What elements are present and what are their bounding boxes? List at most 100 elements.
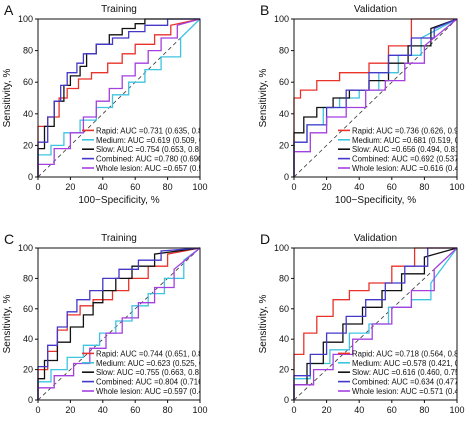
- roc-curve: [37, 247, 201, 400]
- legend-entry: Whole lesion: AUC =0.657 (0.539, 0.776): [96, 164, 238, 173]
- legend-entry: Medium: AUC =0.578 (0.421, 0.723): [352, 359, 474, 368]
- x-tick-label: 60: [387, 182, 397, 192]
- x-tick-label: 40: [354, 405, 364, 415]
- y-tick-label: 0: [284, 395, 289, 405]
- panel-letter: A: [4, 2, 14, 18]
- legend: Rapid: AUC =0.731 (0.635, 0.826)Medium: …: [82, 126, 238, 173]
- x-tick-label: 0: [291, 182, 296, 192]
- legend-entry: Medium: AUC =0.681 (0.519, 0.843): [352, 136, 474, 145]
- y-tick-label: 40: [23, 334, 33, 344]
- roc-curve: [293, 247, 458, 400]
- panel-title: Training: [101, 233, 137, 244]
- legend: Rapid: AUC =0.736 (0.626, 0.900)Medium: …: [338, 126, 474, 173]
- x-tick-label: 60: [130, 405, 140, 415]
- panel-letter: C: [4, 231, 14, 247]
- legend-entry: Whole lesion: AUC =0.597 (0.498, 0.690): [96, 387, 238, 396]
- y-tick-label: 100: [274, 14, 289, 24]
- roc-curve: [293, 247, 457, 400]
- roc-curve: [37, 18, 200, 177]
- x-tick-label: 100: [449, 182, 464, 192]
- y-tick-label: 100: [18, 243, 33, 253]
- y-tick-label: 40: [279, 334, 289, 344]
- panel-letter: B: [260, 2, 269, 18]
- legend-entry: Slow: AUC =0.755 (0.663, 0.832): [96, 368, 211, 377]
- reference-diagonal: [37, 247, 201, 401]
- x-tick-label: 40: [354, 182, 364, 192]
- y-tick-label: 20: [279, 365, 289, 375]
- y-tick-label: 60: [23, 77, 33, 87]
- roc-curve: [37, 18, 201, 177]
- legend-entry: Whole lesion: AUC =0.571 (0.415, 0.71: [352, 387, 474, 396]
- legend-entry: Whole lesion: AUC =0.616 (0.448, 0.: [352, 164, 474, 173]
- y-tick-label: 0: [28, 172, 33, 182]
- y-tick-label: 0: [28, 395, 33, 405]
- y-tick-label: 80: [279, 273, 289, 283]
- x-tick-label: 0: [35, 182, 40, 192]
- x-tick-label: 20: [65, 405, 75, 415]
- y-tick-label: 100: [274, 243, 289, 253]
- legend-entry: Combined: AUC =0.692 (0.537, 0.847): [352, 155, 474, 164]
- x-tick-label: 80: [163, 182, 173, 192]
- reference-diagonal: [293, 247, 458, 401]
- y-axis-label: Sensitivity, %: [2, 69, 13, 128]
- reference-diagonal: [37, 18, 201, 178]
- roc-panel-a: A Training 0 20 40 60 80 100 0 20 40 60 80 100 Sensiti…: [2, 2, 238, 206]
- legend: Rapid: AUC =0.744 (0.651, 0.823)Medium: …: [82, 349, 238, 396]
- roc-panel-d: D Validation 0 20 40 60 80 100 0 20 40 60 80 100 Sensi…: [258, 231, 474, 415]
- y-tick-label: 20: [279, 140, 289, 150]
- roc-curve: [37, 247, 201, 400]
- y-tick-label: 40: [23, 109, 33, 119]
- y-tick-label: 80: [23, 46, 33, 56]
- legend-entry: Rapid: AUC =0.731 (0.635, 0.826): [96, 126, 214, 135]
- y-tick-label: 60: [23, 304, 33, 314]
- panel-title: Validation: [354, 4, 397, 15]
- roc-curve: [293, 18, 457, 177]
- y-axis-label: Sensitivity, %: [2, 295, 13, 354]
- x-tick-label: 80: [419, 182, 429, 192]
- x-tick-label: 40: [98, 405, 108, 415]
- legend-entry: Medium: AUC =0.619 (0.509, 0.729): [96, 136, 221, 145]
- roc-curve: [37, 18, 201, 177]
- panel-title: Training: [101, 4, 137, 15]
- y-tick-label: 100: [18, 14, 33, 24]
- x-tick-label: 100: [192, 405, 207, 415]
- plot-frame: [37, 18, 201, 178]
- x-tick-label: 80: [419, 405, 429, 415]
- legend: Rapid: AUC =0.718 (0.564, 0.842)Medium: …: [338, 349, 474, 396]
- legend-entry: Rapid: AUC =0.718 (0.564, 0.842): [352, 349, 470, 358]
- roc-curve: [37, 18, 200, 177]
- y-tick-label: 60: [279, 304, 289, 314]
- x-tick-label: 0: [291, 405, 296, 415]
- legend-entry: Slow: AUC =0.616 (0.460, 0.757): [352, 368, 467, 377]
- legend-entry: Slow: AUC =0.754 (0.653, 0.855): [96, 145, 211, 154]
- x-tick-label: 40: [98, 182, 108, 192]
- y-tick-label: 20: [23, 140, 33, 150]
- x-tick-label: 80: [163, 405, 173, 415]
- legend-entry: Rapid: AUC =0.736 (0.626, 0.900): [352, 126, 470, 135]
- x-tick-label: 0: [35, 405, 40, 415]
- x-tick-label: 60: [387, 405, 397, 415]
- y-tick-label: 80: [23, 273, 33, 283]
- plot-frame: [293, 18, 458, 178]
- legend-entry: Medium: AUC =0.623 (0.525, 0.715): [96, 359, 221, 368]
- x-tick-label: 60: [130, 182, 140, 192]
- x-tick-label: 20: [65, 182, 75, 192]
- y-tick-label: 60: [279, 77, 289, 87]
- plot-frame: [293, 247, 458, 401]
- legend-entry: Rapid: AUC =0.744 (0.651, 0.823): [96, 349, 214, 358]
- y-axis-label: Sensitivity, %: [258, 69, 269, 128]
- plot-frame: [37, 247, 201, 401]
- y-tick-label: 80: [279, 46, 289, 56]
- legend-entry: Combined: AUC =0.634 (0.477, 0.772): [352, 378, 474, 387]
- y-tick-label: 40: [279, 109, 289, 119]
- roc-curve: [293, 247, 457, 400]
- x-axis-label: 100−Specificity, %: [335, 195, 416, 206]
- roc-curve: [37, 18, 201, 177]
- roc-panel-b: B Validation 0 20 40 60 80 100 0 20 40 60 80 100 Sensi…: [258, 2, 474, 206]
- x-tick-label: 100: [192, 182, 207, 192]
- legend-entry: Combined: AUC =0.780 (0.690, 0.854): [96, 155, 229, 164]
- legend-entry: Slow: AUC =0.656 (0.494, 0.817): [352, 145, 467, 154]
- roc-curve: [37, 247, 201, 400]
- roc-panel-c: C Training 0 20 40 60 80 100 0 20 40 60 80 100 Sensiti…: [2, 231, 238, 415]
